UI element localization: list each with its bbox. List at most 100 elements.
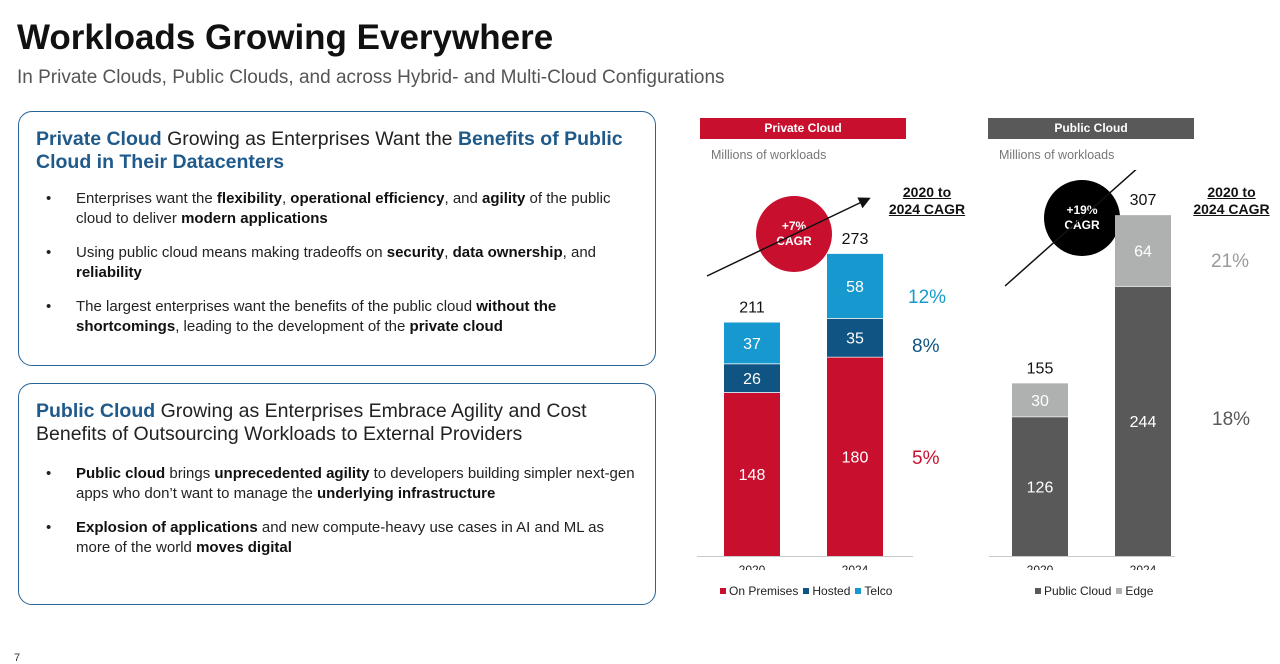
private-cagr-title-line2: 2024 CAGR	[888, 201, 966, 217]
bar-hosted-2020	[724, 363, 780, 393]
legend-label: On Premises	[729, 584, 799, 598]
bullet-text-run: , and	[562, 244, 597, 261]
bar-edge-2020	[1012, 383, 1068, 417]
bar-edge-2024	[1115, 215, 1171, 286]
private-cloud-legend: On Premises Hosted Telco	[720, 584, 897, 598]
cagr-arrow	[1004, 170, 1137, 287]
data-label: 35	[846, 330, 864, 347]
data-label: 37	[743, 336, 761, 353]
bullet-text-run: modern applications	[181, 209, 328, 227]
bullet-text-run: ,	[281, 190, 291, 207]
bullet-item: The largest enterprises want the benefit…	[36, 297, 637, 336]
legend-item: Telco	[855, 584, 892, 598]
bullet-text-run: reliability	[76, 263, 142, 281]
total-label: 307	[1130, 192, 1157, 209]
legend-label: Telco	[864, 584, 893, 598]
data-label: 244	[1130, 414, 1157, 431]
data-label: 30	[1031, 393, 1049, 410]
private-cagr-title-line1: 2020 to	[902, 184, 952, 200]
bullet-text-run: ,	[444, 244, 453, 261]
legend-swatch	[1116, 588, 1123, 595]
public-cloud-panel-label: Public Cloud	[988, 118, 1194, 139]
bullet-text-run: private cloud	[409, 317, 503, 335]
data-label: 58	[846, 279, 864, 296]
legend-item: Edge	[1116, 584, 1153, 598]
private-cloud-chart: 148 26 37 211 2020 180 35 58 273 2024	[697, 197, 913, 570]
public-edge-cagr: 21%	[1211, 251, 1250, 272]
bullet-text-run: and new compute-heavy use cases in AI an…	[76, 519, 604, 556]
bullet-text-run: agility	[482, 190, 526, 207]
legend-label: Edge	[1125, 584, 1154, 598]
private-cloud-heading: Private Cloud Growing as Enterprises Wan…	[36, 128, 637, 174]
data-label: 148	[739, 467, 766, 484]
bullet-text-run: Public cloud	[76, 465, 166, 482]
public-cloud-heading: Public Cloud Growing as Enterprises Embr…	[36, 400, 637, 446]
legend-item: On Premises	[720, 584, 798, 598]
bullet-item: Enterprises want the flexibility, operat…	[36, 189, 637, 228]
bullet-text-run: underlying infrastructure	[317, 484, 496, 502]
total-label: 211	[739, 299, 765, 316]
category-tick-label: 2024	[1130, 563, 1157, 570]
legend-label: Public Cloud	[1044, 584, 1112, 598]
private-hosted-cagr: 8%	[912, 336, 940, 357]
public-cagr-title: 2020 to 2024 CAGR	[1183, 184, 1280, 218]
bullet-text-run: The largest enterprises want the benefit…	[76, 298, 477, 315]
category-tick-label: 2020	[739, 563, 766, 570]
bar-public-cloud-2024	[1115, 285, 1171, 556]
total-label: 155	[1027, 360, 1054, 377]
legend-swatch	[720, 588, 726, 595]
bullet-text-run: operational efficiency	[290, 190, 445, 207]
legend-label: Hosted	[812, 584, 851, 598]
bar-hosted-2024	[827, 318, 883, 357]
public-cagr-badge-value: +19%	[1066, 203, 1098, 217]
legend-swatch	[803, 588, 810, 595]
private-cloud-bullets: Enterprises want the flexibility, operat…	[36, 189, 637, 336]
bullet-text-run: Using public cloud means making tradeoff…	[76, 244, 387, 261]
private-cloud-callout: Private Cloud Growing as Enterprises Wan…	[18, 111, 656, 366]
bullet-text-run: Explosion of applications	[76, 519, 258, 536]
total-label: 273	[842, 231, 869, 248]
legend-item: Hosted	[803, 584, 850, 598]
bullet-text-run: brings	[165, 465, 215, 482]
public-cloud-bullets: Public cloud brings unprecedented agilit…	[36, 464, 637, 557]
public-cloud-legend: Public Cloud Edge	[1035, 584, 1158, 598]
bullet-text-run: of the public cloud to deliver	[76, 190, 611, 227]
bar-public-cloud-2020	[1012, 416, 1068, 556]
heading-run: Growing as Enterprises Want the	[161, 128, 458, 150]
public-cloud-callout: Public Cloud Growing as Enterprises Embr…	[18, 383, 656, 605]
legend-swatch	[855, 588, 862, 595]
bar-on-premises-2024	[827, 356, 883, 556]
bullet-item: Using public cloud means making tradeoff…	[36, 243, 637, 282]
bar-telco-2020	[724, 322, 780, 364]
legend-swatch	[1035, 588, 1041, 595]
heading-run: Private Cloud	[36, 128, 162, 150]
bullet-text-run: data ownership	[452, 244, 563, 261]
public-cagr-title-line1: 2020 to	[1207, 184, 1256, 200]
public-units-note: Millions of workloads	[999, 148, 1115, 162]
category-tick-label: 2024	[842, 563, 869, 570]
public-cloud-chart: 126 30 155 2020 244 64 307 2024	[989, 170, 1175, 570]
data-label: 180	[842, 449, 869, 466]
bullet-text-run: security	[386, 244, 445, 261]
category-tick-label: 2020	[1027, 563, 1054, 570]
data-label: 26	[743, 371, 761, 388]
private-onprem-cagr: 5%	[912, 448, 940, 469]
public-cagr-badge-label: CAGR	[1064, 218, 1100, 232]
public-cagr-title-line2: 2024 CAGR	[1193, 201, 1270, 217]
bullet-text-run: , and	[444, 190, 483, 207]
private-cloud-panel-label: Private Cloud	[700, 118, 906, 139]
data-label: 64	[1134, 244, 1152, 261]
bullet-text-run: flexibility	[216, 190, 282, 207]
heading-run: Growing as Enterprises Embrace Agility a…	[36, 400, 587, 445]
bullet-item: Public cloud brings unprecedented agilit…	[36, 464, 637, 503]
legend-item: Public Cloud	[1035, 584, 1111, 598]
page-number: 7	[14, 652, 21, 664]
private-cagr-title: 2020 to 2024 CAGR	[878, 184, 976, 218]
bullet-text-run: without the shortcomings	[76, 298, 557, 335]
bar-on-premises-2020	[724, 392, 780, 556]
private-telco-cagr: 12%	[908, 287, 947, 308]
bullet-item: Explosion of applications and new comput…	[36, 518, 637, 557]
page-subtitle: In Private Clouds, Public Clouds, and ac…	[17, 67, 725, 88]
public-cloud-cagr: 18%	[1212, 409, 1251, 430]
private-units-note: Millions of workloads	[711, 148, 827, 162]
